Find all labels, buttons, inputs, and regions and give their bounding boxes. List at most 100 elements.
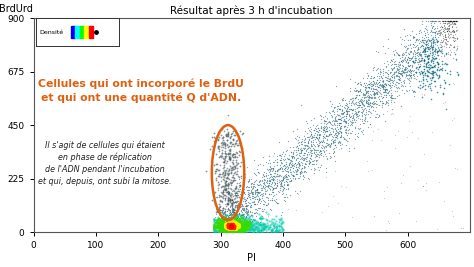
Point: [226, 219, 234, 223]
Point: [227, 213, 234, 218]
Point: [422, 42, 430, 46]
Point: [233, 220, 240, 225]
Point: [364, 74, 372, 78]
Point: [228, 222, 236, 226]
Point: [329, 130, 337, 134]
Point: [428, 51, 436, 55]
Point: [305, 159, 312, 163]
Point: [314, 143, 322, 147]
Point: [395, 63, 403, 67]
Point: [222, 216, 229, 220]
Point: [221, 221, 228, 226]
Point: [251, 189, 259, 193]
Point: [326, 99, 334, 103]
Point: [339, 96, 347, 101]
Point: [212, 224, 219, 228]
Point: [217, 225, 224, 229]
Point: [399, 69, 406, 74]
Point: [223, 219, 231, 223]
Point: [228, 229, 235, 233]
Point: [220, 228, 228, 232]
Point: [426, 46, 434, 50]
Point: [225, 226, 232, 230]
Point: [219, 219, 227, 223]
Point: [244, 221, 252, 226]
Point: [227, 221, 235, 225]
Point: [346, 97, 354, 101]
Point: [240, 227, 247, 232]
Point: [251, 202, 259, 207]
Point: [308, 144, 315, 148]
Point: [361, 112, 368, 116]
Point: [249, 192, 256, 197]
Point: [230, 207, 237, 211]
Point: [212, 212, 219, 216]
Point: [229, 222, 237, 226]
Point: [255, 191, 262, 195]
Point: [221, 217, 229, 221]
Point: [257, 230, 265, 234]
Point: [258, 227, 266, 231]
Point: [389, 93, 396, 97]
Point: [430, 48, 438, 53]
Point: [384, 61, 392, 66]
Point: [391, 75, 398, 79]
Point: [331, 138, 338, 142]
Point: [227, 211, 235, 216]
Point: [429, 56, 437, 60]
Point: [397, 84, 404, 88]
Point: [420, 47, 428, 51]
Point: [443, 26, 450, 30]
Point: [318, 140, 326, 144]
Point: [283, 174, 290, 179]
Point: [271, 179, 278, 184]
Point: [355, 103, 363, 107]
Point: [245, 212, 252, 216]
Point: [251, 201, 258, 206]
Point: [423, 73, 431, 78]
Point: [383, 228, 390, 232]
Point: [446, 32, 453, 37]
Point: [398, 72, 405, 77]
Point: [234, 162, 241, 166]
Point: [348, 120, 356, 124]
Point: [307, 149, 314, 153]
Point: [220, 185, 228, 189]
Point: [260, 181, 268, 186]
Point: [254, 193, 261, 198]
Point: [342, 124, 349, 128]
Point: [321, 136, 328, 140]
Point: [213, 225, 221, 229]
Point: [289, 155, 296, 159]
Point: [286, 158, 294, 162]
Point: [219, 220, 227, 224]
Point: [314, 144, 321, 148]
Point: [279, 184, 286, 188]
Point: [246, 222, 254, 227]
Point: [398, 69, 406, 73]
Point: [394, 73, 401, 78]
Point: [337, 124, 345, 128]
Point: [266, 206, 274, 211]
Point: [225, 225, 233, 229]
Point: [337, 143, 344, 148]
Point: [320, 119, 328, 123]
Point: [354, 93, 361, 97]
Point: [235, 183, 243, 187]
Point: [227, 225, 235, 229]
Point: [402, 50, 410, 54]
Point: [300, 146, 308, 150]
Point: [275, 224, 283, 229]
Point: [261, 174, 268, 178]
Point: [362, 110, 370, 114]
Point: [357, 83, 365, 88]
Point: [405, 88, 413, 92]
Point: [365, 104, 372, 108]
Point: [315, 132, 323, 136]
Point: [365, 98, 373, 103]
Point: [428, 36, 435, 40]
Point: [232, 129, 239, 134]
Point: [409, 42, 417, 46]
Point: [250, 184, 258, 189]
Point: [323, 157, 330, 162]
